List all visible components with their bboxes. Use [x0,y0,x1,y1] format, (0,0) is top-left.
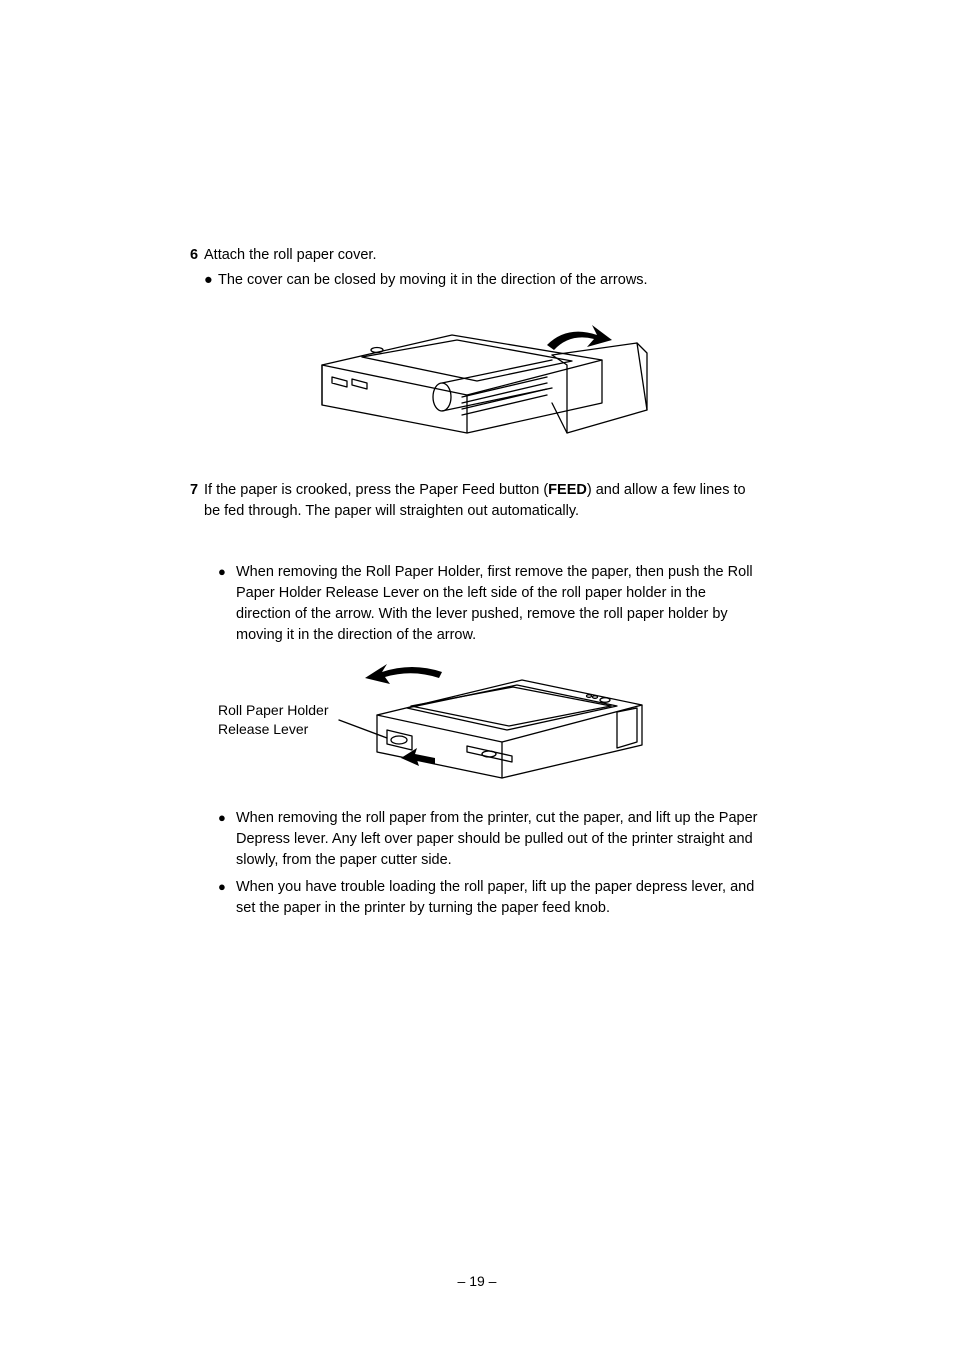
figure-release-lever: Roll Paper Holder Release Lever [218,660,764,780]
step-text: Attach the roll paper cover. [204,245,764,266]
note-text: When removing the Roll Paper Holder, fir… [236,562,764,646]
step-7: 7 If the paper is crooked, press the Pap… [190,480,764,522]
step-text: If the paper is crooked, press the Paper… [204,480,764,522]
label-line1: Roll Paper Holder [218,702,329,718]
note-3: ● When you have trouble loading the roll… [218,877,764,919]
bullet-icon: ● [218,877,236,919]
bullet-icon: ● [218,808,236,871]
step-number: 6 [190,245,204,266]
bullet-icon: ● [204,270,218,291]
document-page: 6 Attach the roll paper cover. ● The cov… [0,0,954,1351]
notes-block: ● When removing the Roll Paper Holder, f… [218,562,764,919]
subnote-text: The cover can be closed by moving it in … [218,270,764,291]
step-6-subnote: ● The cover can be closed by moving it i… [204,270,764,291]
note-text: When you have trouble loading the roll p… [236,877,764,919]
text-before: If the paper is crooked, press the Paper… [204,482,548,498]
figure-printer-cover [190,305,764,452]
bullet-icon: ● [218,562,236,646]
note-2: ● When removing the roll paper from the … [218,808,764,871]
label-line2: Release Lever [218,721,308,737]
figure-callout-label: Roll Paper Holder Release Lever [218,701,329,740]
text-bold: FEED [548,482,587,498]
step-6: 6 Attach the roll paper cover. [190,245,764,266]
step-number: 7 [190,480,204,522]
note-1: ● When removing the Roll Paper Holder, f… [218,562,764,646]
page-number: – 19 – [0,1271,954,1291]
note-text: When removing the roll paper from the pr… [236,808,764,871]
